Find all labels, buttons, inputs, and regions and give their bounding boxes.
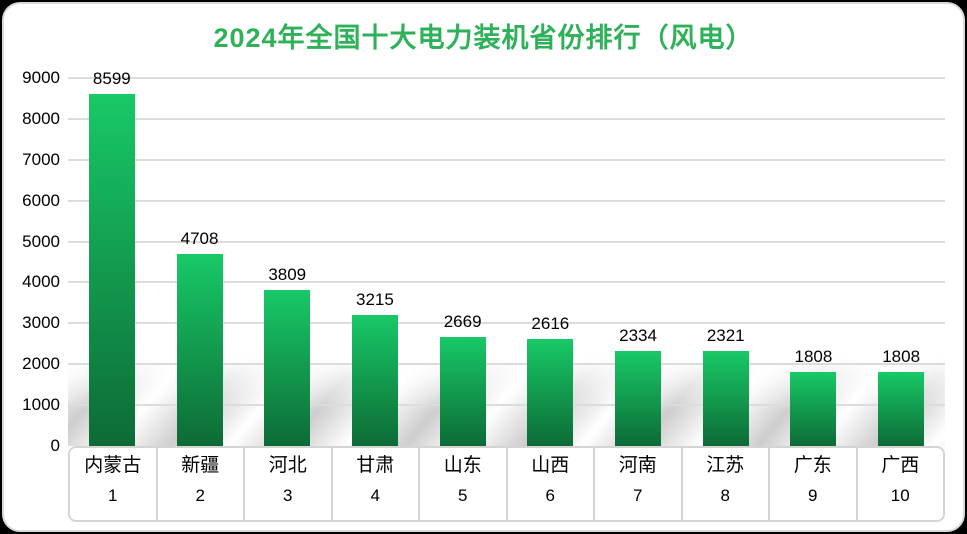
bar-value-label: 2334 bbox=[619, 325, 657, 345]
category-name: 甘肃 bbox=[356, 455, 395, 476]
category-rank: 3 bbox=[283, 486, 293, 505]
category-cell-河北: 河北 3 bbox=[243, 448, 331, 520]
category-name: 江苏 bbox=[706, 455, 745, 476]
bar-value-label: 8599 bbox=[92, 69, 131, 89]
y-axis-tick-label: 2000 bbox=[22, 354, 60, 374]
bar bbox=[264, 290, 311, 446]
bar-value-label: 3215 bbox=[356, 289, 394, 309]
gridline bbox=[68, 158, 945, 161]
y-axis-tick-label: 5000 bbox=[22, 231, 60, 251]
bar-column-内蒙古: 8599 bbox=[68, 69, 156, 446]
bar-value-label: 2669 bbox=[443, 311, 482, 331]
bar-column-河北: 3809 bbox=[243, 78, 331, 446]
category-name: 新疆 bbox=[181, 455, 220, 476]
category-cell-广西: 广西 10 bbox=[855, 448, 944, 520]
bar bbox=[878, 372, 925, 446]
y-axis-tick-label: 0 bbox=[50, 436, 60, 455]
category-name: 山东 bbox=[443, 455, 482, 476]
bar-column-广西: 1808 bbox=[857, 78, 945, 446]
bar bbox=[176, 253, 223, 446]
category-name: 山西 bbox=[531, 455, 570, 476]
category-name: 河南 bbox=[618, 455, 657, 476]
category-cell-广东: 广东 9 bbox=[768, 448, 856, 520]
bar-value-label: 2321 bbox=[706, 326, 745, 346]
bar bbox=[88, 94, 135, 446]
bar-column-河南: 2334 bbox=[594, 78, 682, 446]
category-cell-内蒙古: 内蒙古 1 bbox=[70, 448, 156, 520]
bar bbox=[351, 314, 398, 446]
category-rank: 8 bbox=[720, 486, 730, 505]
bar-value-label: 3809 bbox=[268, 265, 307, 285]
bar-column-新疆: 4708 bbox=[156, 78, 244, 446]
category-name: 河北 bbox=[268, 455, 307, 476]
y-axis-tick-label: 1000 bbox=[22, 395, 60, 415]
y-axis-tick-label: 9000 bbox=[22, 68, 60, 87]
category-rank: 10 bbox=[890, 486, 910, 505]
category-name: 广东 bbox=[793, 455, 832, 476]
gridline bbox=[68, 240, 945, 243]
gridline bbox=[68, 322, 945, 325]
bar-value-label: 1808 bbox=[794, 347, 833, 367]
category-cell-山西: 山西 6 bbox=[505, 448, 594, 520]
category-rank: 4 bbox=[370, 486, 380, 505]
category-rank: 7 bbox=[633, 486, 643, 505]
bar bbox=[439, 336, 486, 446]
category-cell-江苏: 江苏 8 bbox=[680, 448, 769, 520]
gridline bbox=[68, 404, 945, 407]
category-rank: 6 bbox=[545, 486, 555, 505]
y-axis: 0 1000 2000 3000 4000 5000 6000 7000 8000 9000 bbox=[4, 68, 60, 455]
gridline bbox=[68, 363, 945, 366]
bar-value-label: 4708 bbox=[180, 228, 219, 248]
category-cell-新疆: 新疆 2 bbox=[155, 448, 244, 520]
category-rank: 9 bbox=[808, 486, 818, 505]
bar-column-山东: 2669 bbox=[419, 78, 507, 446]
bar bbox=[527, 339, 574, 446]
category-cell-河南: 河南 7 bbox=[593, 448, 681, 520]
bar-value-label: 1808 bbox=[882, 347, 921, 367]
gridline bbox=[68, 199, 945, 202]
bar bbox=[702, 351, 749, 446]
bar bbox=[790, 372, 837, 446]
bar-column-江苏: 2321 bbox=[682, 78, 770, 446]
category-rank: 5 bbox=[458, 486, 468, 505]
y-axis-tick-label: 6000 bbox=[22, 190, 60, 210]
bar-column-甘肃: 3215 bbox=[331, 78, 419, 446]
bar-column-广东: 1808 bbox=[770, 78, 858, 446]
y-axis-tick-label: 3000 bbox=[22, 313, 60, 333]
gridline bbox=[68, 117, 945, 120]
category-cell-甘肃: 甘肃 4 bbox=[330, 448, 419, 520]
bar bbox=[615, 350, 662, 446]
category-name: 广西 bbox=[881, 455, 920, 476]
gridline bbox=[68, 281, 945, 284]
chart-title: 2024年全国十大电力装机省份排行（风电） bbox=[213, 23, 754, 53]
y-axis-tick-label: 7000 bbox=[22, 149, 60, 169]
category-rank: 2 bbox=[195, 486, 205, 505]
plot-area: 8599 4708 3809 3215 2669 2616 2334 2321 1808 1808 bbox=[68, 69, 945, 446]
category-cell-山东: 山东 5 bbox=[418, 448, 506, 520]
category-name: 内蒙古 bbox=[84, 455, 142, 476]
x-axis-category-table: 内蒙古 1 新疆 2 河北 3 甘肃 4 山东 5 山西 6 河南 7 江苏 8 广东 9 广西 10 bbox=[68, 446, 945, 522]
y-axis-tick-label: 8000 bbox=[22, 108, 60, 128]
gridline bbox=[68, 77, 945, 79]
bar-column-山西: 2616 bbox=[507, 78, 595, 446]
bar-value-label: 2616 bbox=[531, 314, 570, 334]
category-rank: 1 bbox=[108, 486, 118, 505]
y-axis-tick-label: 4000 bbox=[22, 272, 60, 292]
